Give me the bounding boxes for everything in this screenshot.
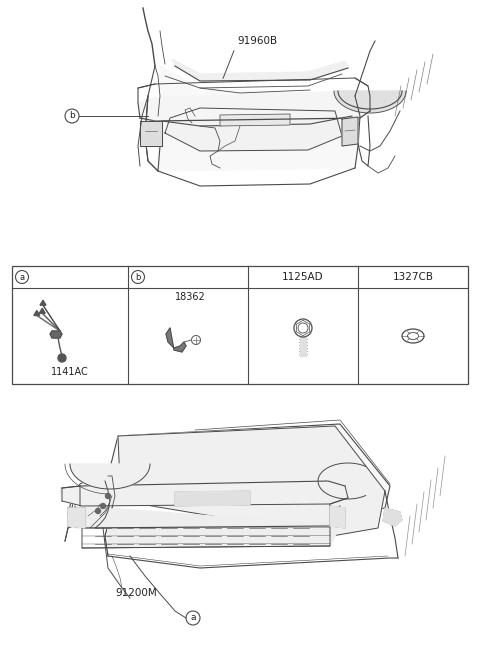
Text: 91200M: 91200M <box>115 588 157 598</box>
Polygon shape <box>140 121 162 146</box>
Text: 1141AC: 1141AC <box>51 367 89 377</box>
Polygon shape <box>39 308 45 314</box>
Text: 1327CB: 1327CB <box>393 272 433 282</box>
Polygon shape <box>60 481 348 506</box>
Text: 91960B: 91960B <box>237 36 277 46</box>
Polygon shape <box>334 91 406 113</box>
Text: b: b <box>135 272 141 281</box>
Text: 18362: 18362 <box>175 292 205 302</box>
Polygon shape <box>138 91 370 121</box>
Polygon shape <box>68 508 85 528</box>
Polygon shape <box>383 508 402 526</box>
Polygon shape <box>330 506 345 528</box>
Polygon shape <box>40 300 46 305</box>
Circle shape <box>96 508 100 514</box>
Polygon shape <box>34 310 40 316</box>
Polygon shape <box>165 108 342 151</box>
Polygon shape <box>105 424 390 516</box>
Bar <box>12 266 468 384</box>
Polygon shape <box>75 506 340 548</box>
Polygon shape <box>172 59 348 81</box>
Polygon shape <box>342 117 358 146</box>
Polygon shape <box>70 464 150 489</box>
Polygon shape <box>175 491 250 506</box>
Circle shape <box>100 504 106 508</box>
Polygon shape <box>300 337 306 356</box>
Text: a: a <box>190 613 196 623</box>
Polygon shape <box>220 114 290 126</box>
Polygon shape <box>166 328 186 352</box>
Polygon shape <box>50 331 62 338</box>
Circle shape <box>58 354 66 362</box>
Text: b: b <box>69 112 75 121</box>
Circle shape <box>106 493 110 499</box>
Polygon shape <box>118 426 385 536</box>
Polygon shape <box>158 66 360 171</box>
Text: 1125AD: 1125AD <box>282 272 324 282</box>
Text: a: a <box>19 272 24 281</box>
